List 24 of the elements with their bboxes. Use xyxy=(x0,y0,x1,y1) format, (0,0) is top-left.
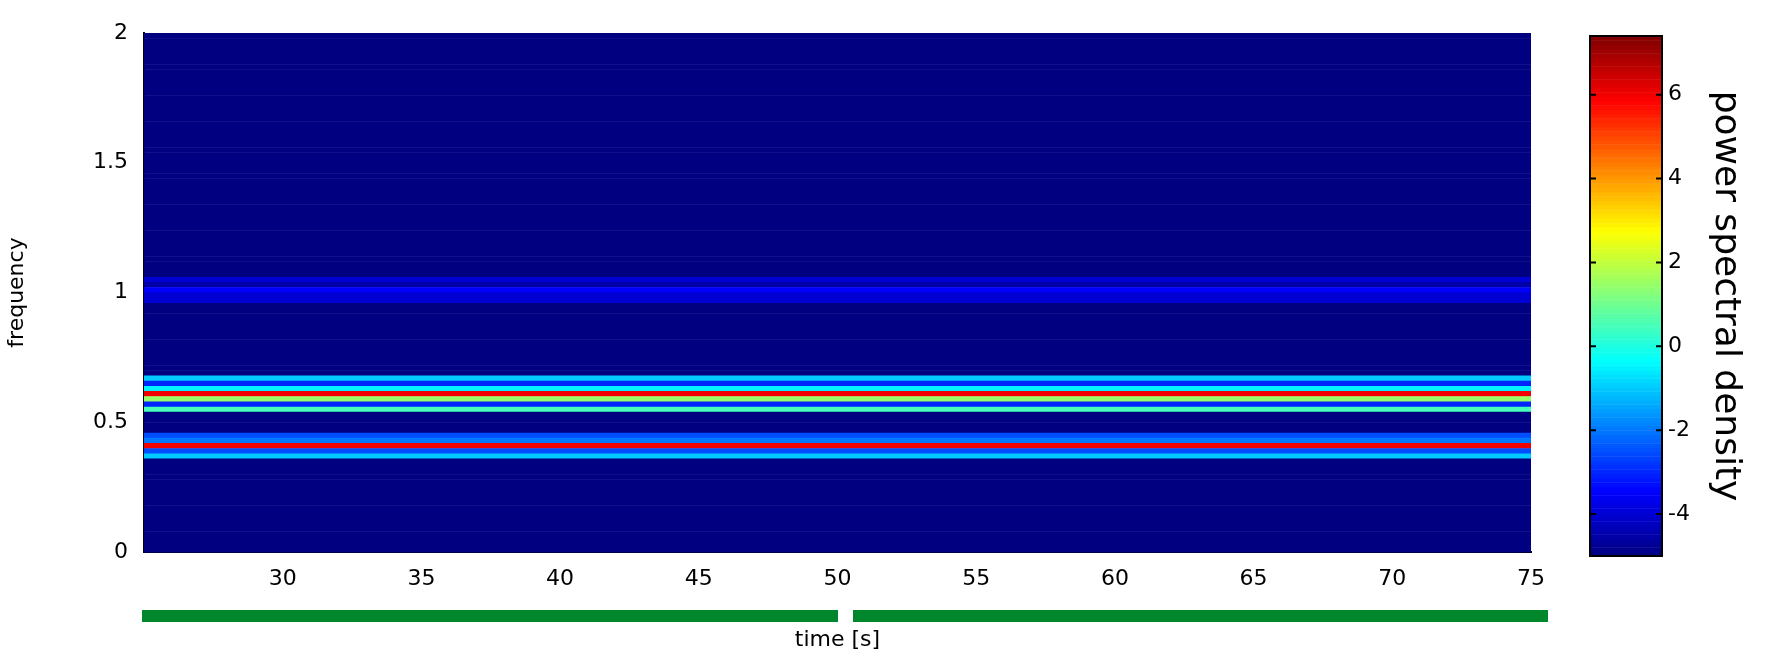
y-tick-label: 0.5 xyxy=(93,407,128,433)
x-tick-label: 30 xyxy=(268,564,297,590)
y-tick-label: 0 xyxy=(114,537,128,563)
color-bar-label: 2 xyxy=(1668,248,1682,274)
x-tick-label: 60 xyxy=(1100,564,1129,590)
x-tick-label: 35 xyxy=(407,564,436,590)
x-tick-label: 50 xyxy=(823,564,852,590)
color-bar-title: power spectral density xyxy=(1707,90,1749,502)
x-tick-label: 45 xyxy=(684,564,713,590)
color-bar-label: -2 xyxy=(1668,415,1690,441)
y-tick-label: 2 xyxy=(114,18,128,44)
color-bar-label: -4 xyxy=(1668,499,1690,525)
x-tick-label: 40 xyxy=(546,564,575,590)
color-bar-label: 4 xyxy=(1668,164,1682,190)
x-tick-label: 65 xyxy=(1239,564,1268,590)
x-axis-title: time [s] xyxy=(794,625,881,651)
y-tick-label: 1 xyxy=(114,278,128,304)
color-bar-label: 6 xyxy=(1668,80,1682,106)
y-axis-title: frequency xyxy=(2,237,28,348)
x-tick-label: 55 xyxy=(962,564,991,590)
y-tick-label: 1.5 xyxy=(93,148,128,174)
color-bar-label: 0 xyxy=(1668,332,1682,358)
x-tick-label: 75 xyxy=(1517,564,1545,590)
x-tick-label: 70 xyxy=(1378,564,1407,590)
